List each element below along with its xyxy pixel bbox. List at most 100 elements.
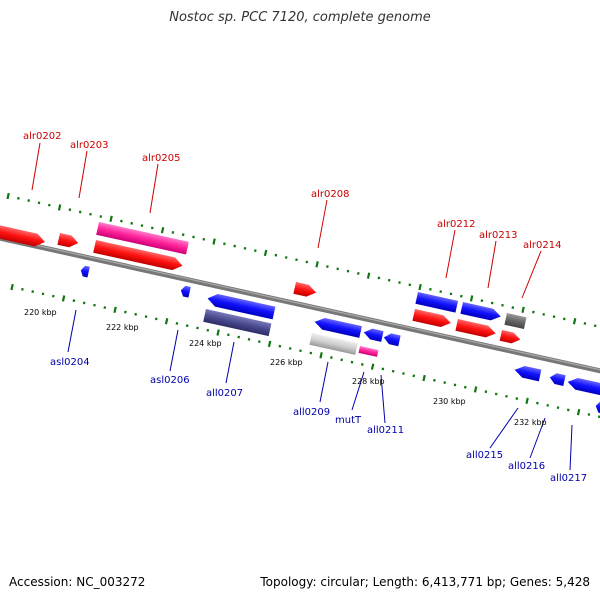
forward-tick bbox=[57, 204, 62, 211]
gene-label-alr0212: alr0212 bbox=[437, 219, 475, 230]
reverse-tick bbox=[31, 290, 35, 293]
reverse-tick bbox=[422, 374, 426, 382]
gene-arrow-alr0208 bbox=[293, 282, 317, 297]
forward-tick bbox=[387, 278, 391, 282]
gene-label-all0216: all0216 bbox=[508, 461, 545, 472]
reverse-tick bbox=[402, 372, 405, 375]
map-title: Nostoc sp. PCC 7120, complete genome bbox=[169, 10, 431, 25]
forward-tick bbox=[192, 235, 195, 239]
forward-tick bbox=[490, 301, 494, 305]
reverse-tick bbox=[412, 374, 416, 378]
reverse-tick bbox=[340, 358, 344, 362]
forward-tick bbox=[336, 267, 340, 271]
forward-tick bbox=[89, 212, 92, 216]
forward-tick bbox=[78, 210, 82, 214]
forward-tick bbox=[346, 269, 350, 273]
forward-tick bbox=[593, 324, 597, 328]
gene-label-alr0203: alr0203 bbox=[70, 140, 108, 151]
reverse-tick bbox=[196, 326, 199, 330]
gene-arrow-alr0205-upper bbox=[96, 222, 189, 255]
reverse-tick bbox=[391, 369, 395, 373]
forward-tick bbox=[459, 294, 463, 298]
forward-tick bbox=[202, 237, 206, 241]
gene-label-all0215: all0215 bbox=[466, 450, 503, 461]
gene-arrow-all0209-grey bbox=[309, 333, 358, 355]
genome-backbone bbox=[0, 235, 600, 374]
reverse-tick bbox=[288, 347, 292, 350]
reverse-tick bbox=[525, 397, 529, 404]
reverse-tick bbox=[330, 356, 333, 359]
reverse-tick bbox=[154, 317, 158, 321]
leader-mutT bbox=[351, 371, 365, 411]
reverse-tick bbox=[113, 306, 117, 313]
reverse-tick bbox=[381, 367, 385, 371]
gene-label-all0209: all0209 bbox=[293, 407, 330, 418]
genome-backbone-highlight bbox=[0, 236, 600, 371]
forward-tick bbox=[305, 260, 309, 264]
gene-arrow-alr0202 bbox=[0, 221, 45, 247]
gene-label-alr0202: alr0202 bbox=[23, 131, 61, 142]
reverse-tick bbox=[484, 390, 488, 394]
forward-tick bbox=[521, 306, 525, 313]
gene-arrow-alr0203 bbox=[57, 233, 79, 248]
leader-all0209 bbox=[319, 361, 329, 403]
gene-arrow-all0207-upper bbox=[207, 293, 276, 320]
reverse-tick bbox=[216, 329, 220, 336]
leader-alr0213 bbox=[487, 240, 497, 289]
forward-tick bbox=[263, 249, 268, 257]
reverse-tick bbox=[21, 287, 24, 291]
forward-tick bbox=[171, 231, 175, 234]
forward-tick bbox=[223, 242, 226, 246]
reverse-tick bbox=[453, 383, 457, 387]
leader-alr0208 bbox=[317, 199, 328, 249]
forward-tick bbox=[366, 272, 371, 279]
gene-arrow-all0215 bbox=[514, 365, 542, 382]
forward-tick bbox=[439, 290, 443, 294]
gene-label-asl0204: asl0204 bbox=[50, 357, 90, 368]
gene-arrow-asl0206 bbox=[180, 285, 191, 298]
reverse-tick bbox=[41, 292, 45, 296]
reverse-tick bbox=[227, 333, 230, 337]
forward-tick bbox=[449, 292, 453, 296]
gene-arrow-edge bbox=[595, 400, 600, 414]
reverse-tick bbox=[103, 306, 107, 309]
reverse-tick bbox=[566, 408, 570, 412]
forward-tick bbox=[68, 208, 72, 212]
gene-arrow-mutT bbox=[363, 328, 384, 342]
leader-alr0202 bbox=[31, 142, 41, 191]
forward-tick bbox=[356, 271, 360, 275]
forward-tick bbox=[212, 238, 216, 245]
forward-tick bbox=[37, 201, 41, 205]
gene-arrow-alr0205-lower bbox=[93, 240, 183, 271]
gene-arrow-alr0213-blue bbox=[460, 302, 501, 321]
reverse-tick bbox=[82, 301, 86, 305]
accession-text: Accession: NC_003272 bbox=[9, 575, 146, 589]
forward-tick bbox=[562, 317, 566, 321]
forward-tick bbox=[160, 226, 165, 234]
gene-label-all0207: all0207 bbox=[206, 388, 243, 399]
gene-arrow-all0207-lower bbox=[203, 309, 272, 337]
forward-tick bbox=[284, 256, 288, 259]
forward-tick bbox=[295, 258, 298, 262]
forward-tick bbox=[243, 246, 247, 250]
reverse-tick bbox=[433, 378, 436, 382]
gene-arrow-alr0214-grey bbox=[504, 313, 527, 330]
reverse-tick bbox=[309, 351, 313, 355]
genome-summary-text: Topology: circular; Length: 6,413,771 bp… bbox=[260, 575, 590, 589]
reverse-tick bbox=[164, 317, 169, 325]
reverse-tick bbox=[175, 322, 179, 325]
reverse-tick bbox=[299, 349, 302, 353]
forward-tick bbox=[233, 244, 237, 248]
forward-tick-row bbox=[6, 192, 597, 328]
kbp-label: 228 kbp bbox=[352, 377, 385, 386]
forward-tick bbox=[418, 283, 422, 291]
gene-arrow-alr0213 bbox=[455, 319, 496, 338]
gene-label-mutT: mutT bbox=[335, 415, 362, 426]
forward-tick bbox=[480, 299, 484, 303]
reverse-tick bbox=[134, 312, 138, 316]
gene-label-alr0213: alr0213 bbox=[479, 230, 517, 241]
reverse-tick bbox=[319, 352, 323, 359]
leader-all0215 bbox=[489, 407, 519, 449]
gene-arrow-alr0212 bbox=[412, 309, 451, 327]
